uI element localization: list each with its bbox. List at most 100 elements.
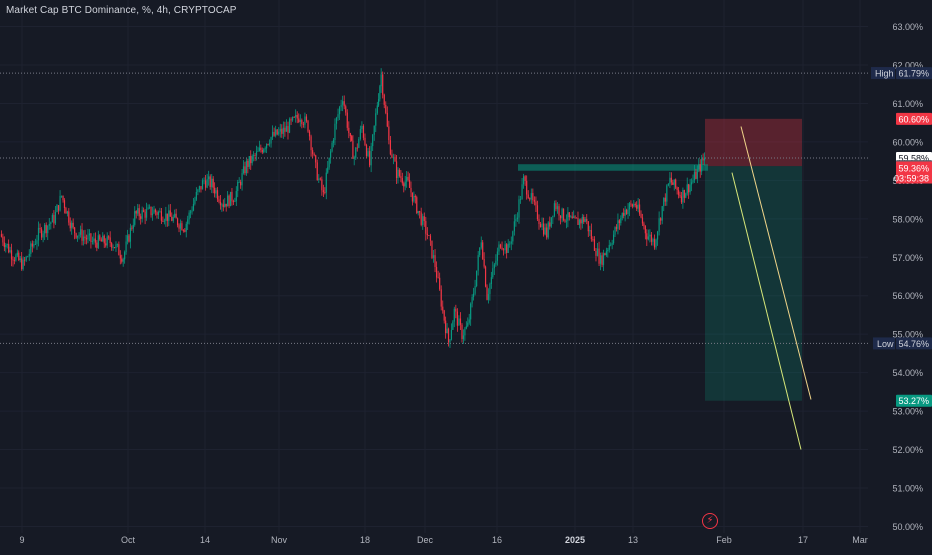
candle-body — [3, 242, 5, 248]
candle-body — [88, 233, 91, 236]
candle-body — [90, 233, 92, 242]
target-price-label-text: 53.27% — [898, 396, 929, 406]
candle-body — [394, 157, 396, 162]
candle-body — [126, 235, 129, 242]
candle-body — [47, 225, 49, 234]
candle-body — [189, 211, 192, 213]
projection-line — [740, 126, 812, 400]
candle-body — [132, 224, 134, 229]
candle-body — [125, 241, 127, 253]
candle-body — [641, 217, 644, 224]
candle-body — [550, 217, 552, 227]
candle-body — [27, 256, 29, 258]
candle-body — [178, 225, 180, 229]
candle-body — [445, 320, 447, 334]
candle-body — [600, 255, 602, 264]
candle-body — [644, 226, 646, 234]
candle-body — [474, 286, 476, 294]
candle-body — [227, 195, 229, 207]
candle-body — [643, 223, 645, 227]
candle-body — [75, 233, 77, 238]
candle-body — [472, 293, 475, 297]
candle-body — [154, 209, 157, 213]
candle-body — [54, 212, 57, 224]
candle-body — [356, 147, 358, 149]
candle-body — [544, 227, 546, 235]
candle-body — [53, 215, 55, 224]
candle-body — [121, 258, 123, 262]
candle-body — [8, 244, 10, 253]
candle-body — [271, 131, 274, 138]
x-axis[interactable]: 9 Oct 14 Nov 18 Dec 16 2025 13 Feb 17 Mar — [19, 535, 867, 545]
candle-body — [273, 131, 275, 136]
candle-body — [410, 187, 412, 193]
candle-body — [334, 123, 336, 141]
candle-body — [437, 277, 439, 279]
candle-body — [373, 125, 375, 135]
drawing-overlays — [731, 126, 812, 450]
candle-body — [304, 116, 306, 125]
candle-body — [48, 224, 50, 226]
candle-body — [512, 231, 514, 242]
candle-body — [640, 213, 642, 218]
candle-body — [281, 128, 283, 134]
candle-body — [431, 240, 433, 258]
candle-body — [51, 215, 53, 223]
candle-body — [19, 258, 21, 261]
candle-body — [255, 151, 258, 156]
candle-body — [129, 227, 132, 242]
candle-body — [479, 247, 481, 256]
candle-body — [296, 114, 298, 119]
candle-body — [198, 186, 201, 190]
candle-body — [13, 259, 16, 261]
stop-loss-zone — [705, 118, 802, 167]
candle-body — [242, 166, 245, 174]
y-axis[interactable]: 63.00%62.00%61.00%60.00%59.00%58.00%57.0… — [892, 22, 923, 532]
candle-body — [589, 230, 591, 232]
candle-body — [422, 216, 424, 225]
lightning-bolt-icon[interactable]: ⚡︎ — [702, 513, 718, 529]
candle-body — [342, 101, 344, 105]
candle-body — [583, 217, 585, 222]
candle-body — [380, 74, 382, 87]
candle-body — [229, 191, 232, 207]
candle-body — [580, 219, 582, 224]
candle-body — [385, 104, 387, 113]
candle-body — [298, 118, 300, 122]
target-price-label: 53.27% — [896, 394, 932, 407]
candle-body — [502, 249, 505, 251]
candle-body — [163, 220, 165, 222]
candle-body — [468, 319, 470, 323]
candle-body — [174, 213, 176, 218]
take-profit-zone — [705, 166, 802, 401]
candle-body — [194, 199, 196, 204]
candle-body — [111, 243, 113, 248]
candle-body — [203, 180, 205, 182]
candle-body — [219, 201, 222, 206]
candle-body — [465, 326, 467, 329]
candle-body — [464, 328, 466, 336]
candle-body — [36, 240, 38, 244]
candle-body — [683, 189, 685, 198]
candle-body — [322, 190, 324, 193]
candle-body — [115, 244, 117, 249]
high-name-bg — [871, 67, 895, 80]
candle-body — [543, 223, 545, 235]
candle-body — [660, 218, 662, 221]
candle-body — [529, 198, 531, 200]
candle-body — [592, 239, 594, 240]
candle-body — [74, 227, 76, 234]
candle-body — [630, 203, 632, 205]
candle-body — [87, 235, 89, 240]
candle-body — [160, 211, 163, 221]
candle-body — [667, 183, 669, 186]
candle-body — [440, 289, 442, 307]
candle-body — [527, 194, 529, 199]
candle-body — [598, 248, 600, 264]
candle-body — [122, 259, 124, 262]
candle-body — [546, 227, 548, 238]
candle-body — [392, 157, 395, 158]
candle-body — [649, 234, 651, 237]
